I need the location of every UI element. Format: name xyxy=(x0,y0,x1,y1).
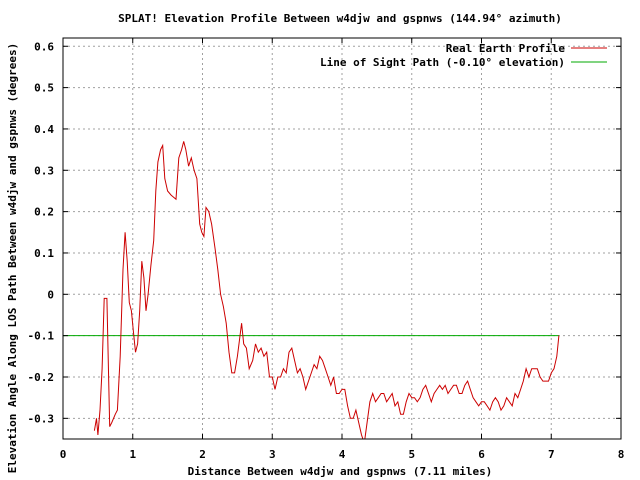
chart-title: SPLAT! Elevation Profile Between w4djw a… xyxy=(118,12,562,25)
y-tick-label: 0.5 xyxy=(34,82,54,95)
y-tick-label: -0.3 xyxy=(28,412,55,425)
x-tick-label: 8 xyxy=(618,448,625,461)
y-tick-label: 0 xyxy=(47,288,54,301)
x-tick-label: 5 xyxy=(408,448,415,461)
x-tick-label: 7 xyxy=(548,448,555,461)
y-tick-label: 0.1 xyxy=(34,247,54,260)
y-tick-label: 0.2 xyxy=(34,206,54,219)
x-tick-label: 6 xyxy=(478,448,485,461)
legend-label-line-of-sight: Line of Sight Path (-0.10° elevation) xyxy=(320,56,565,69)
series-real-earth-profile xyxy=(93,141,560,439)
x-tick-label: 1 xyxy=(129,448,136,461)
legend-label-real-earth: Real Earth Profile xyxy=(446,42,566,55)
y-tick-label: 0.3 xyxy=(34,164,54,177)
y-tick-label: 0.6 xyxy=(34,40,54,53)
y-tick-label: -0.2 xyxy=(28,371,55,384)
y-tick-label: 0.4 xyxy=(34,123,54,136)
x-tick-label: 3 xyxy=(269,448,276,461)
x-tick-label: 0 xyxy=(60,448,67,461)
y-tick-label: -0.1 xyxy=(28,330,55,343)
y-axis-label: Elevation Angle Along LOS Path Between w… xyxy=(6,43,19,473)
legend: Real Earth Profile Line of Sight Path (-… xyxy=(320,42,607,69)
x-axis-label: Distance Between w4djw and gspnws (7.11 … xyxy=(188,465,493,478)
x-tick-label: 4 xyxy=(339,448,346,461)
x-tick-label: 2 xyxy=(199,448,206,461)
